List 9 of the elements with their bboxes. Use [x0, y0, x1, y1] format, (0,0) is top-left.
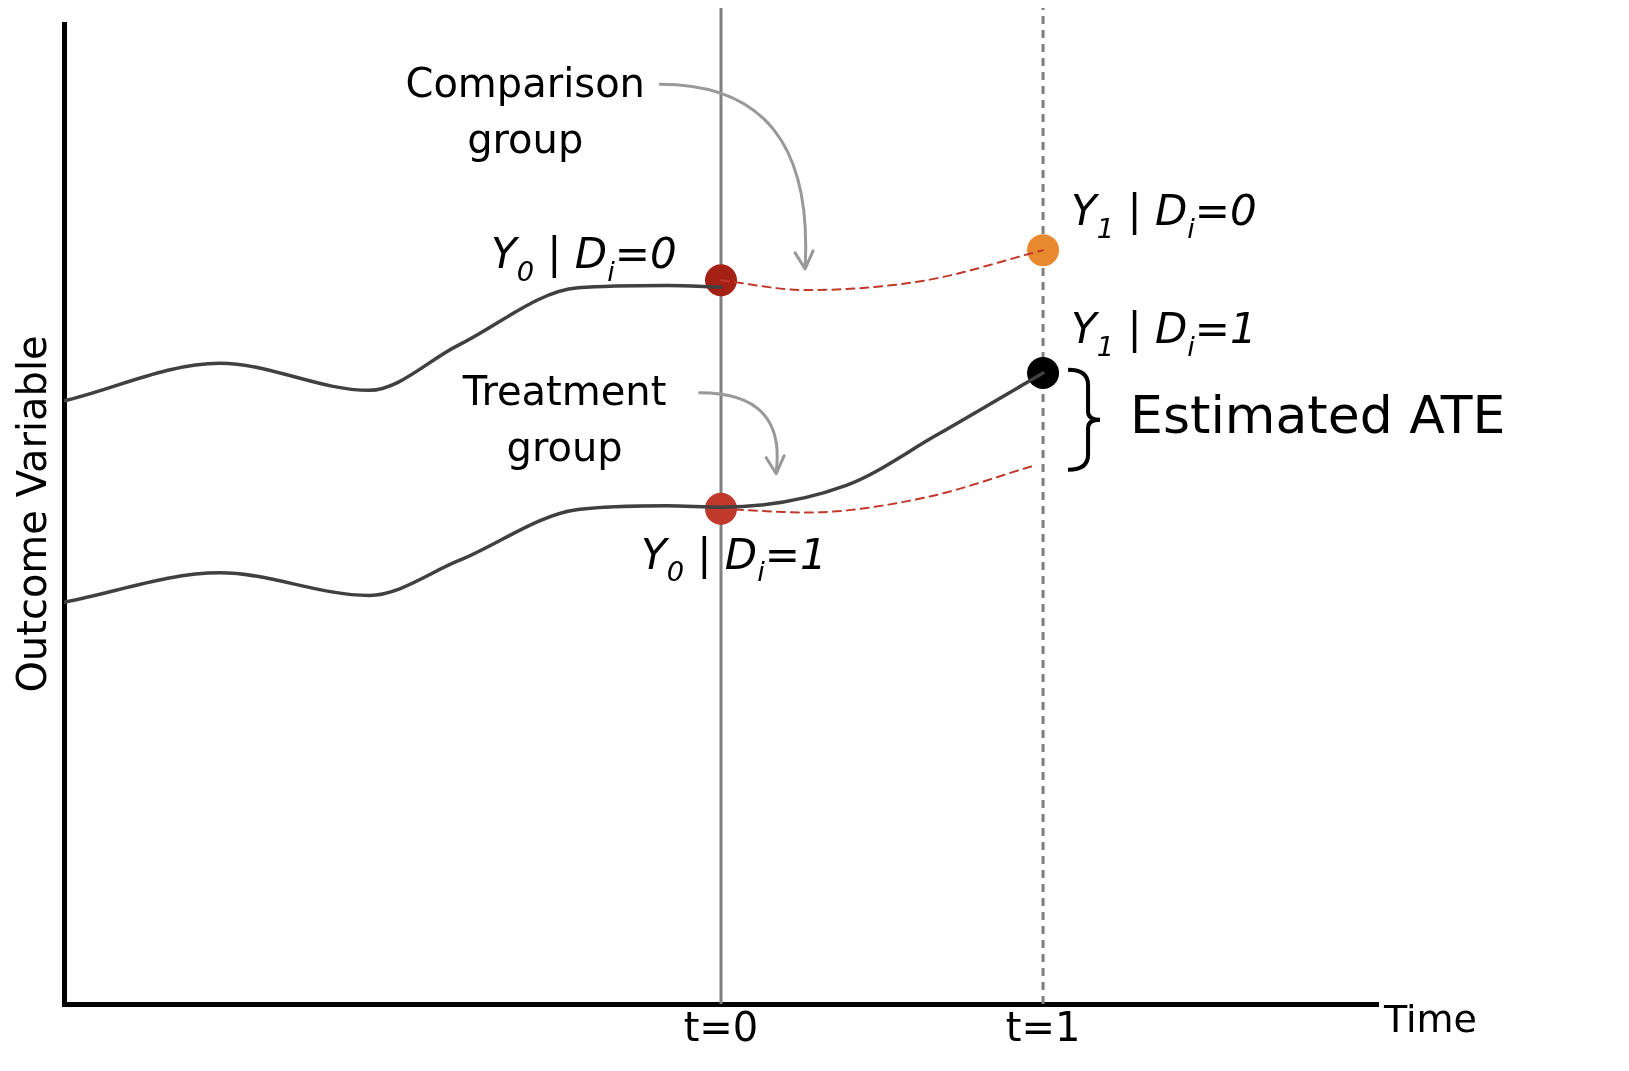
x-axis-title: Time: [1383, 996, 1477, 1041]
point: [1027, 234, 1060, 267]
y-axis-title: Outcome Variable: [9, 335, 56, 693]
text: Comparison group: [405, 59, 645, 162]
annotation: Treatment group: [461, 368, 667, 471]
x-tick-label: t=1: [1005, 1004, 1081, 1051]
x-tick-label: t=0: [683, 1004, 759, 1051]
annotation: Estimated ATE: [1130, 385, 1506, 446]
point: [1027, 357, 1060, 390]
